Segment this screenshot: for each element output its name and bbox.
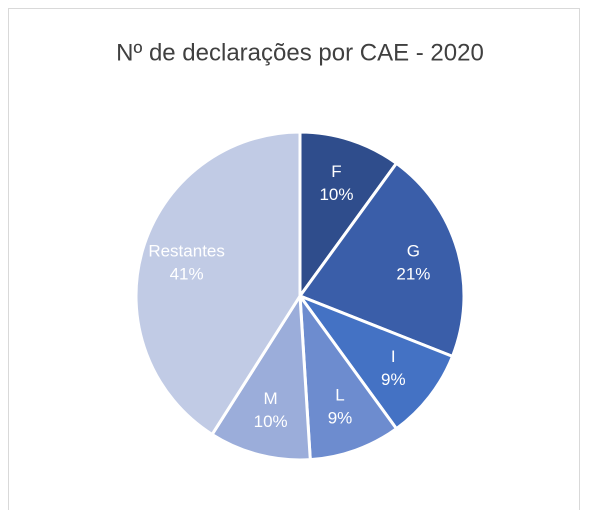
pie-slice [298, 294, 454, 431]
slice-value-label: 10% [319, 185, 353, 204]
chart-title: Nº de declarações por CAE - 2020 [116, 39, 484, 66]
slice-category-label: L [335, 386, 344, 405]
pie-slice [298, 130, 398, 298]
slice-category-label: Restantes [148, 242, 225, 261]
pie-slice [298, 161, 466, 358]
slice-value-label: 9% [381, 370, 406, 389]
pie-slice [210, 294, 312, 462]
slice-category-label: G [407, 242, 420, 261]
slice-value-label: 21% [396, 265, 430, 284]
slice-value-label: 41% [170, 265, 204, 284]
slice-category-label: F [331, 162, 341, 181]
slice-category-label: I [391, 347, 396, 366]
pie-slice [134, 130, 302, 436]
slice-value-label: 9% [328, 409, 353, 428]
slice-category-label: M [264, 389, 278, 408]
slice-value-label: 10% [254, 412, 288, 431]
pie-slice [298, 294, 398, 462]
